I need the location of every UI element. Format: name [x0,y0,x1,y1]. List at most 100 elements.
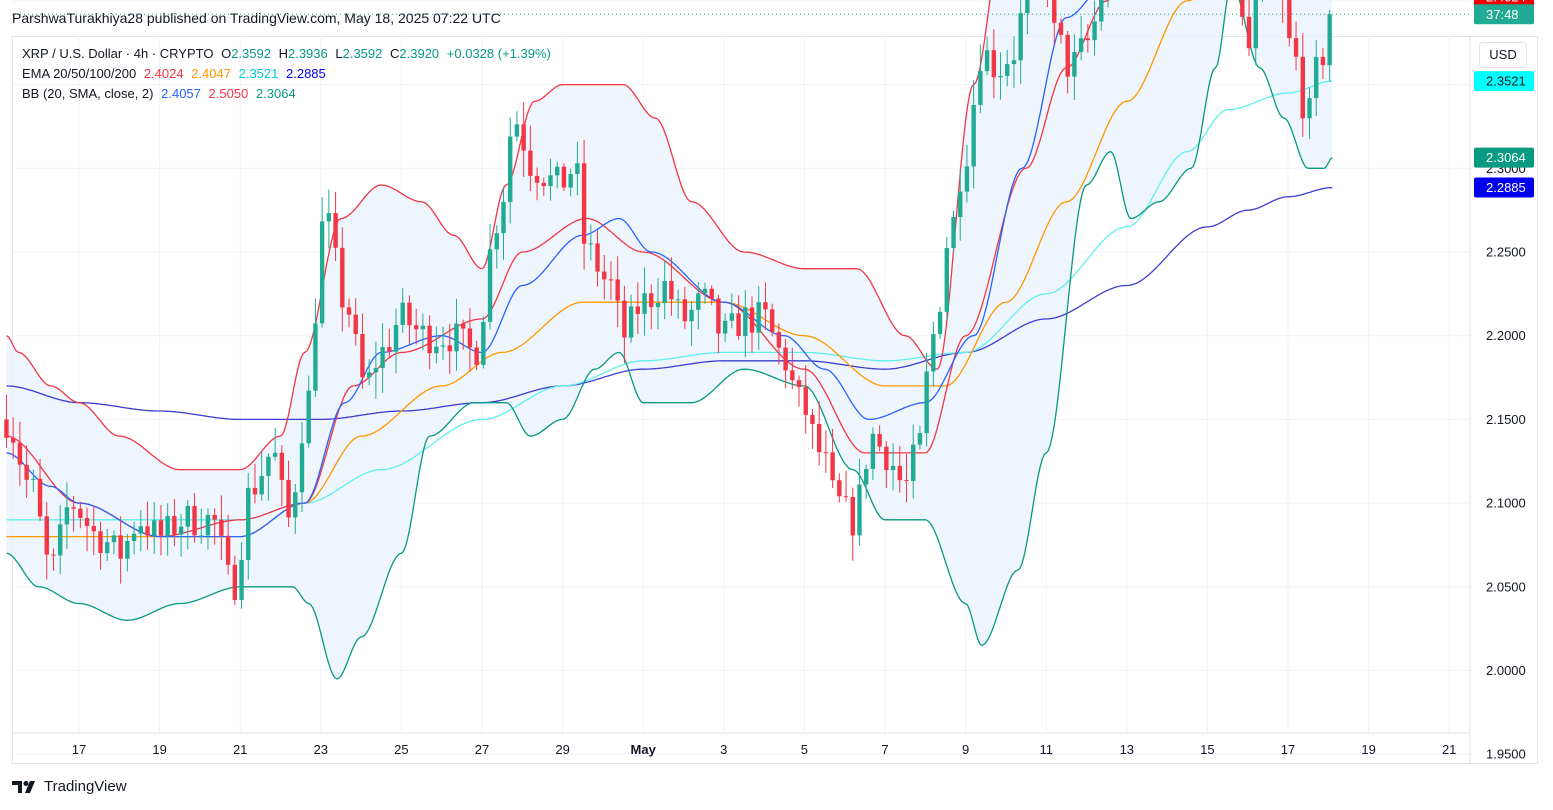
bb-label[interactable]: BB (20, SMA, close, 2) [22,86,154,101]
candle-body[interactable] [51,554,56,556]
candle-body[interactable] [31,478,36,480]
candle-body[interactable] [407,302,412,326]
candle-body[interactable] [246,487,251,560]
candle-body[interactable] [481,321,486,365]
candle-body[interactable] [1092,21,1097,41]
candle-body[interactable] [870,433,876,469]
candle-body[interactable] [696,293,701,310]
currency-button[interactable]: USD [1479,42,1527,68]
candle-body[interactable] [131,533,137,541]
candle-body[interactable] [306,390,311,444]
candle-body[interactable] [158,520,164,536]
tradingview-brand[interactable]: TradingView [12,778,127,795]
candle-body[interactable] [581,163,587,244]
candle-body[interactable] [467,328,473,348]
candle-body[interactable] [353,314,358,334]
candle-body[interactable] [299,443,305,493]
candle-body[interactable] [837,480,842,497]
candle-body[interactable] [917,433,923,445]
candle-body[interactable] [649,293,654,308]
candle-body[interactable] [340,247,345,308]
candle-body[interactable] [743,307,748,337]
candle-body[interactable] [857,484,862,536]
candle-body[interactable] [622,300,627,338]
candle-body[interactable] [145,526,150,536]
candle-body[interactable] [380,347,385,369]
candle-body[interactable] [1011,60,1017,65]
candle-body[interactable] [225,535,231,565]
candle-body[interactable] [64,507,70,525]
candle-body[interactable] [850,497,855,536]
candle-body[interactable] [756,302,761,333]
candle-body[interactable] [823,452,829,454]
candle-body[interactable] [1246,16,1252,49]
candle-body[interactable] [10,437,16,443]
candle-body[interactable] [682,299,688,322]
candle-body[interactable] [964,166,970,192]
candle-body[interactable] [152,520,157,536]
candle-body[interactable] [259,475,264,495]
candle-body[interactable] [843,496,849,498]
candle-body[interactable] [1287,0,1292,39]
candle-body[interactable] [252,487,258,495]
candle-body[interactable] [1300,56,1305,119]
candle-body[interactable] [528,150,533,176]
candle-body[interactable] [722,320,728,334]
candle-body[interactable] [890,465,896,471]
candle-body[interactable] [729,313,735,321]
candle-body[interactable] [1320,56,1326,66]
candle-body[interactable] [897,465,902,481]
candle-body[interactable] [1327,14,1332,66]
candle-body[interactable] [393,324,399,352]
candle-body[interactable] [454,323,459,352]
candle-body[interactable] [1099,0,1104,22]
candle-body[interactable] [937,311,943,335]
candle-body[interactable] [293,492,298,518]
candle-body[interactable] [863,468,869,485]
candle-body[interactable] [588,243,594,245]
candle-body[interactable] [272,452,278,457]
candle-body[interactable] [924,371,929,434]
candle-body[interactable] [420,325,426,330]
candle-body[interactable] [192,505,197,536]
candle-body[interactable] [790,370,795,381]
candle-body[interactable] [1065,34,1070,77]
candle-body[interactable] [568,174,573,188]
candle-body[interactable] [1253,0,1258,49]
candle-body[interactable] [427,325,432,354]
candle-body[interactable] [172,516,177,535]
candle-body[interactable] [1314,56,1319,99]
candle-body[interactable] [669,280,674,300]
candle-body[interactable] [642,293,647,314]
candle-body[interactable] [877,433,882,447]
candle-body[interactable] [931,334,936,372]
candle-body[interactable] [17,442,23,465]
candle-body[interactable] [232,564,238,600]
candle-body[interactable] [608,279,614,281]
candle-body[interactable] [1078,38,1084,53]
candle-body[interactable] [1072,52,1077,77]
candle-body[interactable] [319,221,325,324]
candle-body[interactable] [561,166,567,188]
candle-body[interactable] [501,201,506,234]
candle-body[interactable] [84,517,90,527]
candle-body[interactable] [689,309,694,322]
candle-body[interactable] [783,347,788,371]
candle-body[interactable] [749,307,755,333]
candle-body[interactable] [165,516,170,536]
candle-body[interactable] [716,298,721,334]
candle-body[interactable] [185,505,191,527]
candle-body[interactable] [1018,13,1023,61]
candle-body[interactable] [460,323,466,329]
candle-body[interactable] [1085,38,1091,41]
candle-body[interactable] [1052,0,1057,23]
candle-body[interactable] [57,524,63,556]
candle-body[interactable] [951,217,956,249]
candle-body[interactable] [884,446,889,471]
candle-body[interactable] [1293,38,1299,57]
candle-body[interactable] [138,526,143,534]
candle-body[interactable] [635,306,641,314]
candle-body[interactable] [736,313,741,337]
candle-body[interactable] [91,526,96,532]
candle-body[interactable] [830,452,835,481]
